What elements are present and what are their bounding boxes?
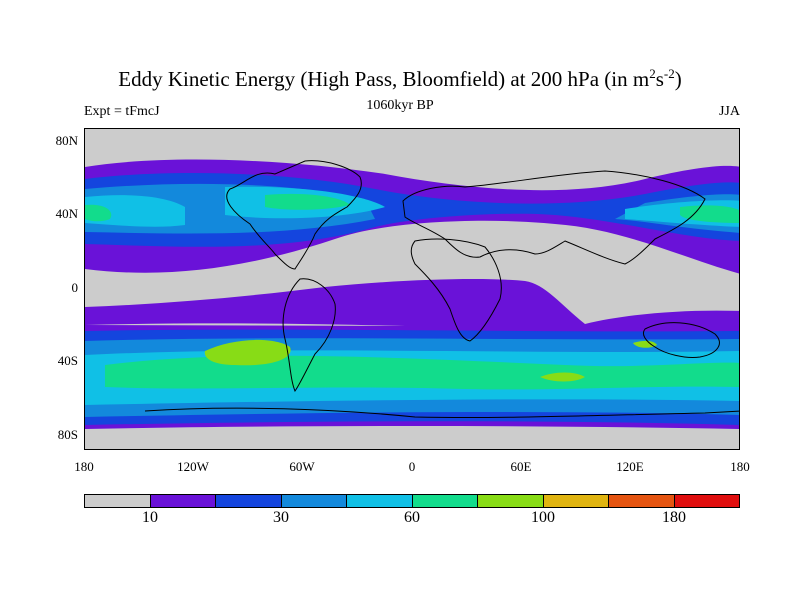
x-tick-label: 0 [408,459,416,474]
period-label: 1060kyr BP [366,98,434,113]
colorbar-label: 30 [273,509,289,526]
x-tick-label: 180 [730,459,750,474]
sh-max-2 [540,372,585,382]
colorbar-label: 180 [662,509,686,526]
colorbar-label: 60 [404,509,420,526]
experiment-label: Expt = tFmcJ [84,104,160,119]
x-tick-label: 60E [510,459,532,474]
colorbar-swatch [674,495,739,507]
coastlines [144,160,739,419]
colorbar-swatch [412,495,478,507]
x-tick-label: 120E [616,459,644,474]
y-tick-label: 40N [55,206,78,221]
y-tick-label: 0 [71,280,79,295]
sh-max-3 [633,340,657,348]
eke-map [84,128,740,450]
colorbar-swatch [478,495,544,507]
colorbar-swatch [85,495,151,507]
colorbar-label: 10 [142,509,158,526]
nh-band-cyan [85,186,739,227]
y-tick-label: 80N [55,133,78,148]
colorbar-swatch [347,495,413,507]
plot-title: Eddy Kinetic Energy (High Pass, Bloomfie… [118,66,682,91]
x-tick-label: 60W [289,459,315,474]
colorbar-swatch [609,495,675,507]
y-tick-label: 40S [57,353,78,368]
antarctic-low [85,426,739,449]
x-tick-label: 120W [177,459,209,474]
colorbar-label: 100 [531,509,555,526]
sh-max-1 [204,339,291,366]
colorbar-swatch [216,495,282,507]
colorbar-swatch [281,495,347,507]
colorbar-swatch [150,495,216,507]
y-tick-label: 80S [57,427,78,442]
x-tick-label: 180 [74,459,94,474]
season-label: JJA [718,104,740,119]
colorbar [84,494,740,508]
colorbar-swatch [543,495,609,507]
eq-band [85,279,739,333]
